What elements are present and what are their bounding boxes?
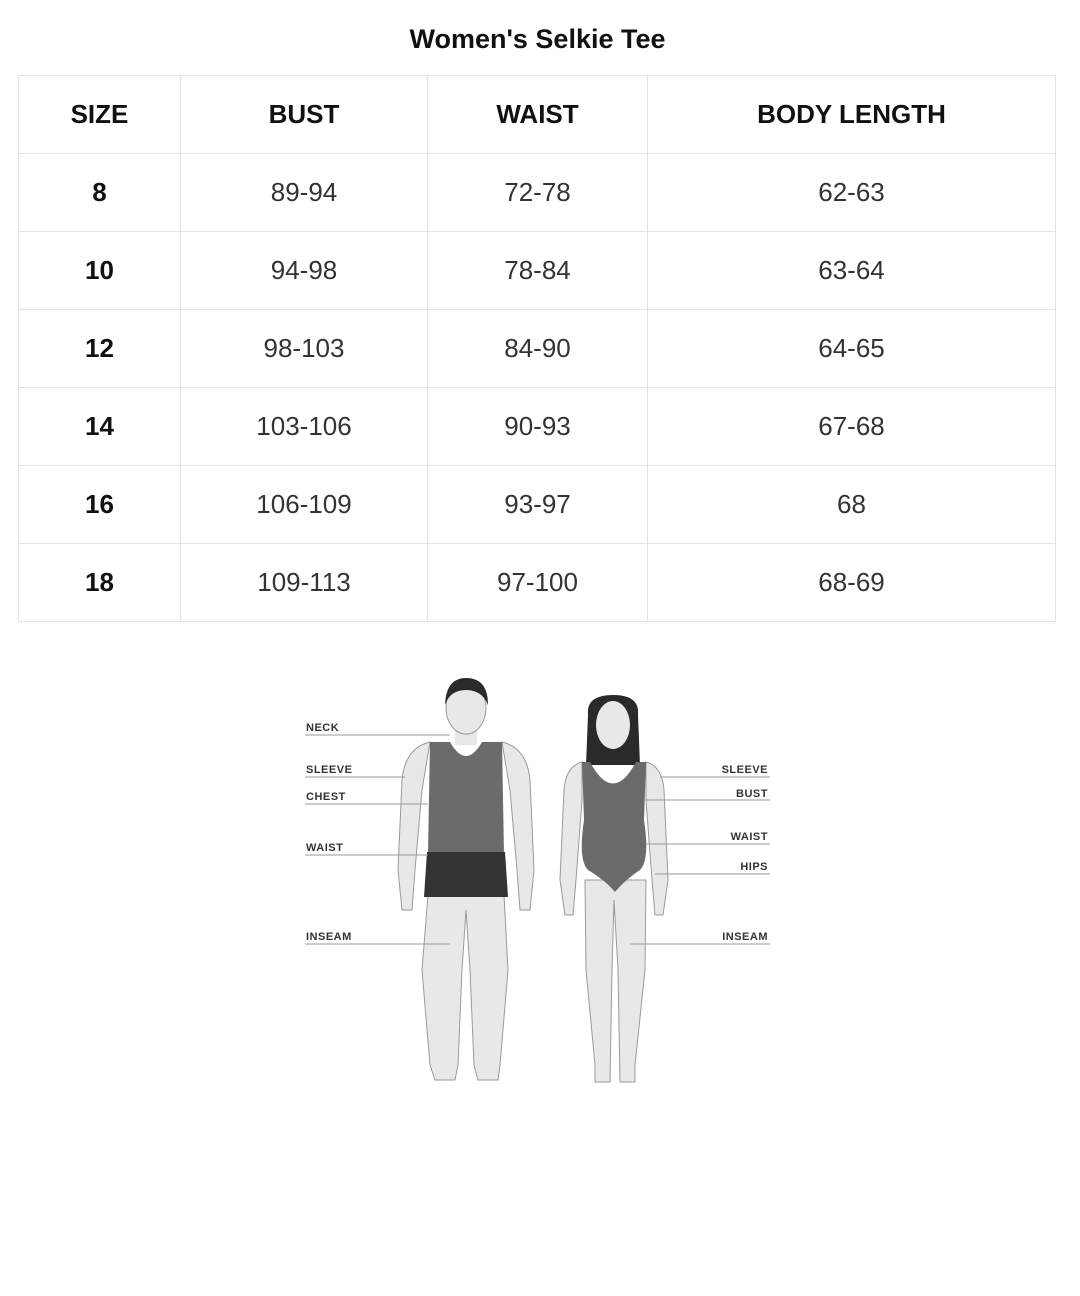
- cell-body-length: 67-68: [647, 387, 1056, 466]
- label-chest: CHEST: [306, 791, 346, 803]
- size-chart-table: SIZE BUST WAIST BODY LENGTH 8 89-94 72-78 6…: [18, 75, 1056, 622]
- cell-body-length: 68: [647, 465, 1056, 544]
- label-sleeve: SLEEVE: [722, 764, 768, 776]
- cell-bust: 106-109: [180, 465, 428, 544]
- table-row: 14 103-106 90-93 67-68: [18, 387, 1056, 466]
- label-waist: WAIST: [306, 842, 343, 854]
- cell-waist: 72-78: [427, 153, 648, 232]
- table-header-row: SIZE BUST WAIST BODY LENGTH: [18, 75, 1056, 154]
- cell-bust: 94-98: [180, 231, 428, 310]
- label-waist: WAIST: [731, 831, 768, 843]
- label-sleeve: SLEEVE: [306, 764, 352, 776]
- cell-body-length: 62-63: [647, 153, 1056, 232]
- cell-bust: 89-94: [180, 153, 428, 232]
- female-figure: [559, 695, 669, 1083]
- cell-bust: 103-106: [180, 387, 428, 466]
- cell-waist: 78-84: [427, 231, 648, 310]
- cell-size: 12: [18, 309, 181, 388]
- body-measurement-figure: NECK SLEEVE CHEST WAIST INSEAM SLEEVE BU…: [305, 678, 770, 1083]
- male-labels: NECK SLEEVE CHEST WAIST INSEAM: [306, 722, 352, 943]
- header-body-length: BODY LENGTH: [647, 75, 1056, 154]
- table-row: 18 109-113 97-100 68-69: [18, 543, 1056, 622]
- cell-body-length: 64-65: [647, 309, 1056, 388]
- header-size: SIZE: [18, 75, 181, 154]
- cell-body-length: 63-64: [647, 231, 1056, 310]
- cell-waist: 97-100: [427, 543, 648, 622]
- cell-size: 14: [18, 387, 181, 466]
- label-neck: NECK: [306, 722, 339, 734]
- label-inseam: INSEAM: [306, 931, 352, 943]
- cell-bust: 98-103: [180, 309, 428, 388]
- cell-size: 8: [18, 153, 181, 232]
- page-title: Women's Selkie Tee: [409, 24, 666, 54]
- cell-body-length: 68-69: [647, 543, 1056, 622]
- male-figure: [397, 678, 535, 1081]
- cell-waist: 93-97: [427, 465, 648, 544]
- table-row: 8 89-94 72-78 62-63: [18, 153, 1056, 232]
- label-hips: HIPS: [740, 861, 768, 873]
- header-bust: BUST: [180, 75, 428, 154]
- label-inseam: INSEAM: [722, 931, 768, 943]
- female-labels: SLEEVE BUST WAIST HIPS INSEAM: [722, 764, 768, 943]
- cell-size: 16: [18, 465, 181, 544]
- measurement-lines: [305, 734, 770, 945]
- table-row: 12 98-103 84-90 64-65: [18, 309, 1056, 388]
- header-waist: WAIST: [427, 75, 648, 154]
- table-row: 10 94-98 78-84 63-64: [18, 231, 1056, 310]
- cell-bust: 109-113: [180, 543, 428, 622]
- cell-waist: 84-90: [427, 309, 648, 388]
- cell-size: 18: [18, 543, 181, 622]
- cell-waist: 90-93: [427, 387, 648, 466]
- label-bust: BUST: [736, 788, 768, 800]
- cell-size: 10: [18, 231, 181, 310]
- table-row: 16 106-109 93-97 68: [18, 465, 1056, 544]
